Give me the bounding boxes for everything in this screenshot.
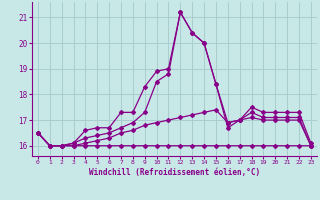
X-axis label: Windchill (Refroidissement éolien,°C): Windchill (Refroidissement éolien,°C) [89, 168, 260, 177]
